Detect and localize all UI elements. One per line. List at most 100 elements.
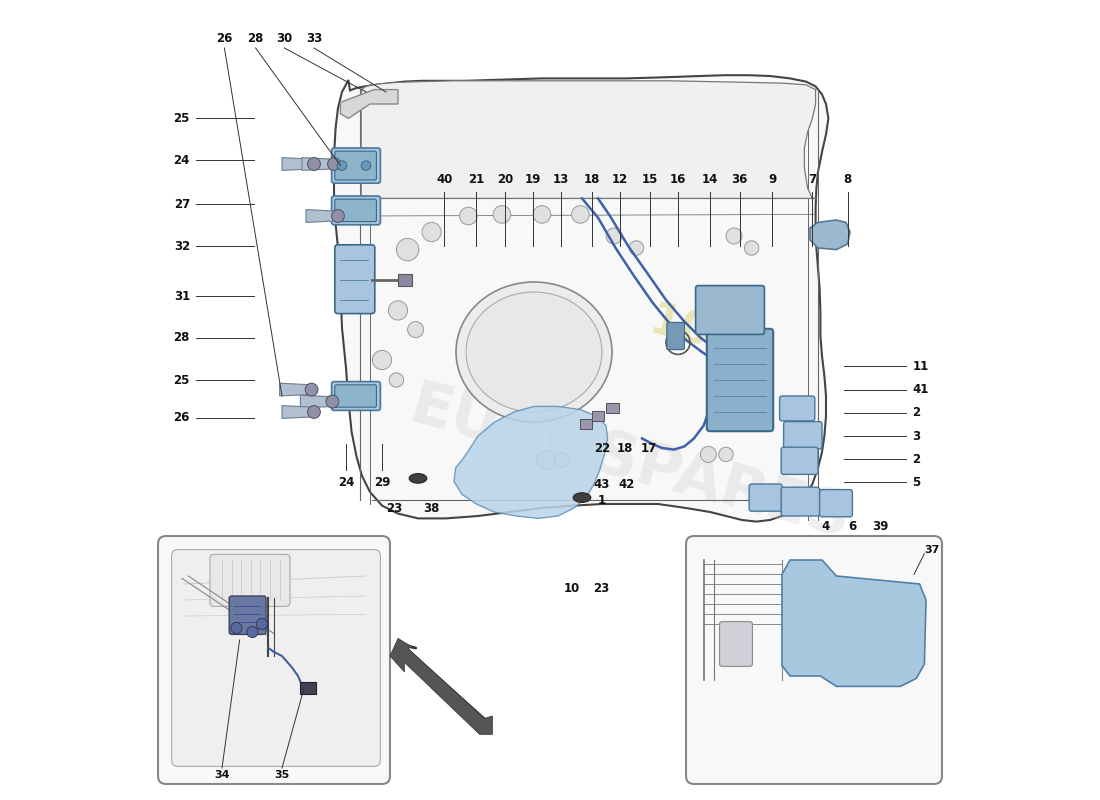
Text: 12: 12	[612, 173, 628, 186]
Text: 42: 42	[618, 478, 635, 491]
Text: 21: 21	[469, 173, 484, 186]
Text: 25: 25	[174, 112, 190, 125]
Text: 24: 24	[174, 154, 190, 166]
FancyBboxPatch shape	[749, 484, 782, 511]
FancyBboxPatch shape	[331, 196, 381, 225]
Text: 34: 34	[214, 770, 230, 779]
Circle shape	[629, 241, 644, 255]
Text: 20: 20	[497, 173, 514, 186]
Text: 31: 31	[174, 290, 190, 302]
Text: 29: 29	[374, 476, 390, 489]
Text: 37: 37	[924, 546, 939, 555]
Bar	[300, 682, 317, 694]
Text: EUROSPARES: EUROSPARES	[404, 377, 857, 551]
Circle shape	[308, 406, 320, 418]
FancyBboxPatch shape	[172, 550, 381, 766]
FancyBboxPatch shape	[820, 490, 852, 517]
Text: 10: 10	[563, 582, 580, 595]
Bar	[606, 403, 619, 413]
FancyBboxPatch shape	[783, 422, 822, 449]
Polygon shape	[282, 406, 316, 418]
Circle shape	[493, 206, 510, 223]
Text: 26: 26	[174, 411, 190, 424]
Text: 1: 1	[598, 494, 606, 507]
Text: 27: 27	[174, 198, 190, 210]
Circle shape	[305, 383, 318, 396]
Text: 23: 23	[593, 582, 609, 595]
Text: 32: 32	[174, 240, 190, 253]
Polygon shape	[390, 638, 493, 734]
Circle shape	[726, 228, 742, 244]
Text: 11: 11	[912, 360, 928, 373]
Bar	[580, 419, 593, 429]
Text: 33: 33	[306, 32, 322, 45]
Polygon shape	[279, 383, 313, 396]
Text: 17: 17	[640, 442, 657, 454]
Polygon shape	[302, 158, 336, 170]
FancyBboxPatch shape	[334, 199, 376, 222]
Circle shape	[389, 373, 404, 387]
Text: 35: 35	[274, 770, 289, 779]
Circle shape	[373, 350, 392, 370]
FancyBboxPatch shape	[334, 245, 375, 314]
Text: 13: 13	[553, 173, 570, 186]
Circle shape	[361, 161, 371, 170]
Text: 15: 15	[641, 173, 658, 186]
FancyBboxPatch shape	[210, 554, 290, 606]
Circle shape	[256, 618, 267, 630]
FancyBboxPatch shape	[719, 622, 752, 666]
Circle shape	[396, 238, 419, 261]
Text: 4: 4	[821, 520, 829, 533]
Text: 1065: 1065	[645, 299, 775, 373]
FancyBboxPatch shape	[695, 286, 764, 334]
Polygon shape	[340, 90, 398, 118]
Text: 18: 18	[583, 173, 600, 186]
Text: 40: 40	[437, 173, 452, 186]
Circle shape	[718, 447, 734, 462]
Circle shape	[537, 450, 556, 470]
FancyBboxPatch shape	[780, 396, 815, 421]
Text: 28: 28	[174, 331, 190, 344]
Circle shape	[338, 161, 346, 170]
FancyBboxPatch shape	[334, 385, 376, 407]
Text: 30: 30	[276, 32, 293, 45]
Circle shape	[388, 301, 408, 320]
Text: 6: 6	[848, 520, 857, 533]
Bar	[398, 274, 412, 286]
Text: 2: 2	[912, 406, 921, 419]
FancyBboxPatch shape	[686, 536, 942, 784]
Ellipse shape	[466, 292, 602, 412]
Polygon shape	[300, 395, 334, 408]
Polygon shape	[454, 406, 607, 518]
Ellipse shape	[456, 282, 612, 422]
Text: 18: 18	[617, 442, 634, 454]
Polygon shape	[810, 220, 850, 250]
FancyBboxPatch shape	[667, 322, 684, 350]
FancyBboxPatch shape	[707, 329, 773, 431]
Circle shape	[408, 322, 424, 338]
Text: 36: 36	[732, 173, 748, 186]
Text: 25: 25	[174, 374, 190, 386]
Text: 9: 9	[768, 173, 777, 186]
FancyBboxPatch shape	[229, 596, 266, 634]
Text: 2: 2	[912, 453, 921, 466]
Text: 16: 16	[670, 173, 686, 186]
FancyBboxPatch shape	[331, 382, 381, 410]
Ellipse shape	[573, 493, 591, 502]
Text: 3: 3	[912, 430, 921, 442]
Circle shape	[534, 206, 551, 223]
Text: 19: 19	[525, 173, 541, 186]
Text: 26: 26	[217, 32, 232, 45]
Polygon shape	[334, 75, 828, 522]
Text: 43: 43	[593, 478, 609, 491]
Text: 39: 39	[872, 520, 889, 533]
Text: 5: 5	[912, 476, 921, 489]
FancyBboxPatch shape	[331, 148, 381, 183]
FancyBboxPatch shape	[334, 151, 376, 180]
Ellipse shape	[409, 474, 427, 483]
Text: 41: 41	[912, 383, 928, 396]
Polygon shape	[361, 81, 816, 198]
Circle shape	[554, 453, 569, 467]
Circle shape	[701, 446, 716, 462]
Text: 24: 24	[338, 476, 354, 489]
